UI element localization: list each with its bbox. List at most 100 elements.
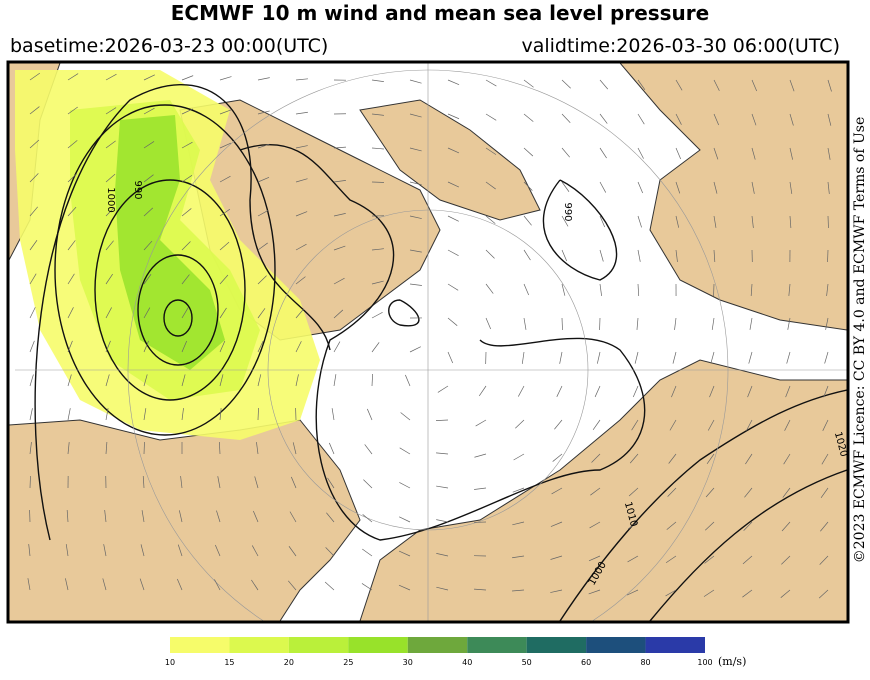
wind-arrow [599,215,606,228]
wind-arrow [591,453,601,463]
wind-arrow [674,317,677,330]
wind-arrow [789,79,795,92]
wind-arrow [257,374,262,387]
wind-arrow [29,374,34,387]
wind-arrow [409,283,422,286]
wind-arrow [104,510,107,523]
wind-arrow [447,181,460,188]
wind-arrow [181,208,192,217]
wind-arrow [523,113,534,122]
wind-arrow [288,546,297,557]
wind-arrow [181,175,193,183]
wind-arrow [181,408,184,421]
wind-arrow [626,589,639,596]
wind-arrow [822,419,829,431]
wind-arrow [143,107,155,115]
wind-arrow [295,243,307,251]
wind-arrow [556,385,563,397]
wind-arrow [257,77,270,81]
wind-arrow [103,544,107,557]
wind-arrow [180,476,183,489]
wind-arrow [251,579,259,591]
wind-arrow [143,240,153,251]
wind-arrow [627,555,639,563]
wind-arrow [143,141,155,149]
wind-arrow [485,283,494,294]
wind-arrow [178,510,183,523]
wind-arrow [747,385,753,398]
wind-arrow [781,521,791,532]
wind-arrow [436,519,449,523]
wind-arrow [217,476,221,489]
wind-arrow [219,307,227,319]
wind-arrow [485,317,492,330]
wind-arrow [141,510,145,523]
colorbar-swatch [467,637,527,653]
credit: ©2023 ECMWF Licence: CC BY 4.0 and ECMWF… [852,117,868,564]
wind-arrow [637,215,642,228]
wind-arrow [257,209,269,217]
wind-arrow [364,444,373,455]
wind-arrow [181,274,190,285]
colorbar: 10 15 20 25 30 40 50 60 80 100 (m/s) [165,637,746,668]
wind-arrow [713,147,719,160]
wind-arrow [599,249,604,262]
wind-arrow [362,548,373,557]
colorbar-swatch [288,637,349,653]
colorbar-swatch [645,637,705,653]
wind-arrow [447,283,459,291]
wind-arrow [588,555,601,562]
wind-arrow [257,340,264,353]
wind-arrow [523,181,533,191]
wind-arrow [665,589,677,597]
wind-arrow [629,453,639,464]
wind-arrow [143,174,154,183]
wind-arrow [751,79,758,92]
wind-arrow [636,317,639,330]
isobars [34,83,847,621]
wind-arrow [561,147,570,158]
wind-arrow [67,408,71,421]
wind-arrow [628,487,639,497]
wind-arrow [324,581,335,591]
wind-arrow [181,75,194,81]
wind-arrow [67,374,72,387]
wind-arrow [65,544,69,557]
wind-arrow [823,385,829,398]
colorbar-tick-label: 25 [343,658,353,667]
wind-arrow [105,408,109,421]
wind-arrow [409,346,421,353]
wind-arrow [105,173,116,183]
wind-arrow [102,578,107,591]
land-islands [359,99,541,221]
wind-arrow [485,249,495,259]
wind-arrow [219,340,226,353]
wind-arrow [333,277,345,285]
wind-arrow [67,73,79,81]
wind-arrow [329,442,335,455]
wind-arrow [105,240,114,251]
wind-arrow [523,283,530,296]
wind-arrow [67,206,77,217]
wind-arrow [827,147,831,160]
wind-arrow [751,147,756,160]
wind-arrow [517,385,525,397]
wind-arrow [742,555,753,565]
wind-arrow [675,147,682,160]
wind-arrow [219,109,232,115]
wind-arrow [710,351,715,364]
wind-arrow [827,113,832,126]
wind-arrow [371,312,383,319]
wind-arrow [827,181,830,194]
wind-arrow [436,553,449,557]
wind-arrow [550,555,563,560]
wind-arrow [818,589,829,599]
wind-arrow [143,74,155,81]
wind-arrow [295,178,308,183]
wind-arrow [596,351,601,364]
wind-arrow [749,317,753,330]
wind-arrow [399,516,411,523]
wind-arrow [789,215,792,228]
colorbar-swatch [229,637,289,653]
wind-arrow [447,215,459,222]
